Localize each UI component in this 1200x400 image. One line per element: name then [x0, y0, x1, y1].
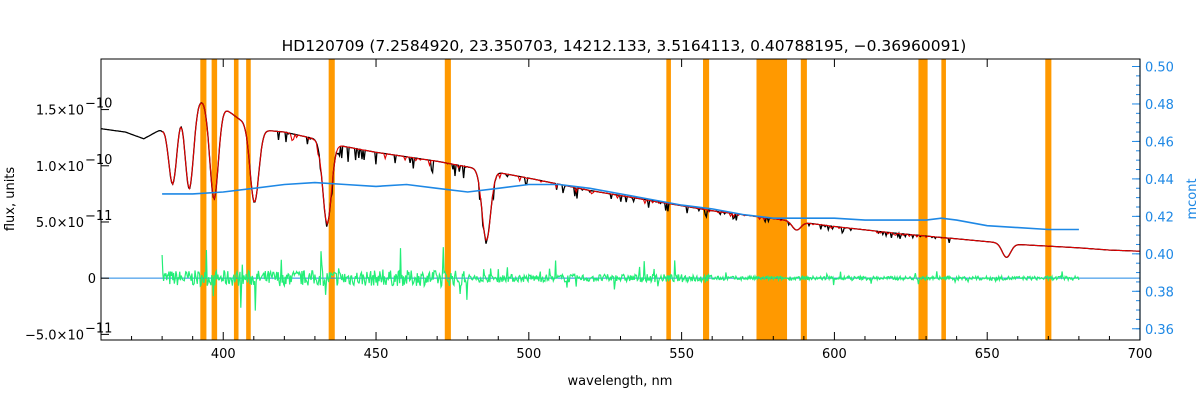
y-tick-label: −5.0×10	[25, 328, 84, 343]
masked-region	[703, 59, 710, 340]
masked-region	[233, 59, 239, 340]
masked-region	[200, 59, 207, 340]
y-tick-label: 1.0×10	[36, 160, 84, 175]
masked-region	[1045, 59, 1052, 340]
chart-title: HD120709 (7.2584920, 23.350703, 14212.13…	[282, 37, 967, 55]
y2-tick-label: 0.42	[1145, 210, 1174, 225]
y-tick-label: 5.0×10	[36, 216, 84, 231]
y2-tick-label: 0.48	[1145, 98, 1174, 113]
masked-region	[941, 59, 946, 340]
y2-tick-label: 0.38	[1145, 285, 1174, 300]
y2-tick-label: 0.46	[1145, 135, 1174, 150]
masked-region	[918, 59, 928, 340]
series-layer	[100, 102, 1141, 311]
x-tick-label: 400	[211, 347, 236, 362]
plot-frame	[100, 58, 1141, 341]
y-axis-left: 1.5×10 −101.0×10 −105.0×10 −110−5.0×10 −11	[25, 97, 112, 344]
masked-region	[444, 59, 451, 340]
masked-region	[666, 59, 671, 340]
series-residual	[161, 247, 1080, 311]
x-tick-label: 700	[1128, 347, 1153, 362]
series-mcont	[162, 181, 1079, 231]
masked-region	[756, 59, 788, 340]
y-axis-label: flux, units	[3, 167, 18, 232]
x-axis-label: wavelength, nm	[568, 374, 673, 389]
masked-regions	[200, 59, 1052, 340]
series-model	[161, 102, 1141, 258]
y-axis-right: 0.36 0.38 0.40 0.42 0.44 0.46 0.48 0.50	[1132, 59, 1174, 340]
x-tick-label: 550	[669, 347, 694, 362]
y2-tick-label: 0.36	[1145, 323, 1174, 338]
y-tick-exponent: −10	[85, 97, 112, 112]
masked-region	[246, 59, 251, 340]
y2-tick-label: 0.40	[1145, 248, 1174, 263]
y-tick-label: 0	[88, 272, 96, 287]
masked-region	[800, 59, 807, 340]
x-axis: 400 450 500 550 600 650 700	[131, 59, 1153, 362]
y2-axis-label: mcont	[1185, 178, 1200, 219]
masked-region	[328, 59, 335, 340]
y2-tick-label: 0.44	[1145, 173, 1174, 188]
x-tick-label: 500	[516, 347, 541, 362]
x-tick-label: 650	[975, 347, 1000, 362]
y-tick-exponent: −10	[85, 153, 112, 168]
y-tick-exponent: −11	[85, 209, 112, 224]
x-tick-label: 450	[364, 347, 389, 362]
y2-tick-label: 0.50	[1145, 60, 1174, 75]
x-tick-label: 600	[822, 347, 847, 362]
y-tick-label: 1.5×10	[36, 104, 84, 119]
series-observed	[100, 102, 1140, 258]
y-tick-exponent: −11	[85, 321, 112, 336]
